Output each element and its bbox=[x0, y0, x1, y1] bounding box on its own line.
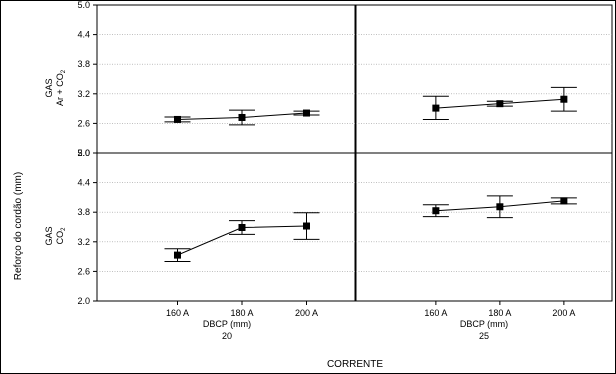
col-factor-label-1: DBCP (mm) bbox=[460, 319, 508, 329]
x-tick-label: 160 A bbox=[424, 308, 447, 318]
y-tick-label: 4.4 bbox=[77, 178, 90, 188]
x-tick-label: 180 A bbox=[230, 308, 253, 318]
panel-1-0 bbox=[96, 152, 356, 302]
panel-frame bbox=[96, 152, 356, 302]
x-tick-label: 200 A bbox=[295, 308, 318, 318]
panels bbox=[96, 4, 613, 302]
row-level-sub: 2 bbox=[61, 69, 67, 73]
panel-0-0 bbox=[96, 4, 356, 154]
y-tick-label: 2.0 bbox=[77, 296, 90, 306]
y-tick-label: 2.6 bbox=[77, 118, 90, 128]
y-tick-label: 4.4 bbox=[77, 30, 90, 40]
series-1-0 bbox=[164, 212, 320, 263]
y-tick-label: 3.2 bbox=[77, 89, 90, 99]
y-axis: 5.04.43.83.22.62.05.04.43.83.22.62.0 bbox=[77, 0, 97, 306]
col-level-label-1: 25 bbox=[479, 331, 489, 341]
mean-marker bbox=[302, 109, 310, 117]
x-axis-title: CORRENTE bbox=[327, 359, 383, 370]
mean-marker bbox=[496, 203, 504, 211]
row-level-sub: 2 bbox=[61, 227, 67, 231]
mean-marker bbox=[432, 207, 440, 215]
mean-marker bbox=[560, 95, 568, 103]
row-level-label: Ar + CO2 bbox=[55, 69, 67, 106]
col-level-label-0: 20 bbox=[222, 331, 232, 341]
row-level-main: CO bbox=[55, 231, 65, 245]
y-tick-label: 3.2 bbox=[77, 237, 90, 247]
mean-marker bbox=[496, 100, 504, 108]
col-factor-label-0: DBCP (mm) bbox=[203, 319, 251, 329]
x-axis: 160 A 180 A 200 A 160 A 180 A 200 A bbox=[166, 301, 575, 318]
mean-marker bbox=[560, 197, 568, 205]
mean-marker bbox=[302, 222, 310, 230]
panel-frame bbox=[96, 4, 356, 154]
panel-frame bbox=[355, 4, 613, 154]
y-tick-label: 3.8 bbox=[77, 59, 90, 69]
series-0-0 bbox=[164, 109, 320, 126]
row-label-0: GAS Ar + CO2 bbox=[44, 69, 67, 106]
y-tick-label: 5.0 bbox=[77, 148, 90, 158]
y-tick-label: 2.6 bbox=[77, 266, 90, 276]
series-1-1 bbox=[422, 195, 577, 219]
mean-marker bbox=[173, 115, 181, 123]
mean-marker bbox=[173, 251, 181, 259]
panel-1-1 bbox=[355, 152, 613, 302]
x-tick-label: 160 A bbox=[166, 308, 189, 318]
y-tick-label: 5.0 bbox=[77, 0, 90, 10]
x-tick-label: 200 A bbox=[552, 308, 575, 318]
y-tick-label: 2.0 bbox=[77, 148, 90, 158]
y-axis-title: Reforço do cordão (mm) bbox=[13, 172, 24, 280]
row-level-label: CO2 bbox=[55, 227, 67, 245]
row-factor-label: GAS bbox=[44, 226, 54, 245]
row-label-1: GAS CO2 bbox=[44, 226, 67, 245]
panel-0-1 bbox=[355, 4, 613, 154]
mean-marker bbox=[432, 104, 440, 112]
row-level-main: Ar + CO bbox=[55, 73, 65, 106]
series-0-1 bbox=[422, 86, 577, 120]
mean-marker bbox=[238, 223, 246, 231]
y-tick-label: 3.8 bbox=[77, 207, 90, 217]
panel-frame bbox=[355, 152, 613, 302]
row-factor-label: GAS bbox=[44, 78, 54, 97]
mean-marker bbox=[238, 113, 246, 121]
x-tick-label: 180 A bbox=[488, 308, 511, 318]
